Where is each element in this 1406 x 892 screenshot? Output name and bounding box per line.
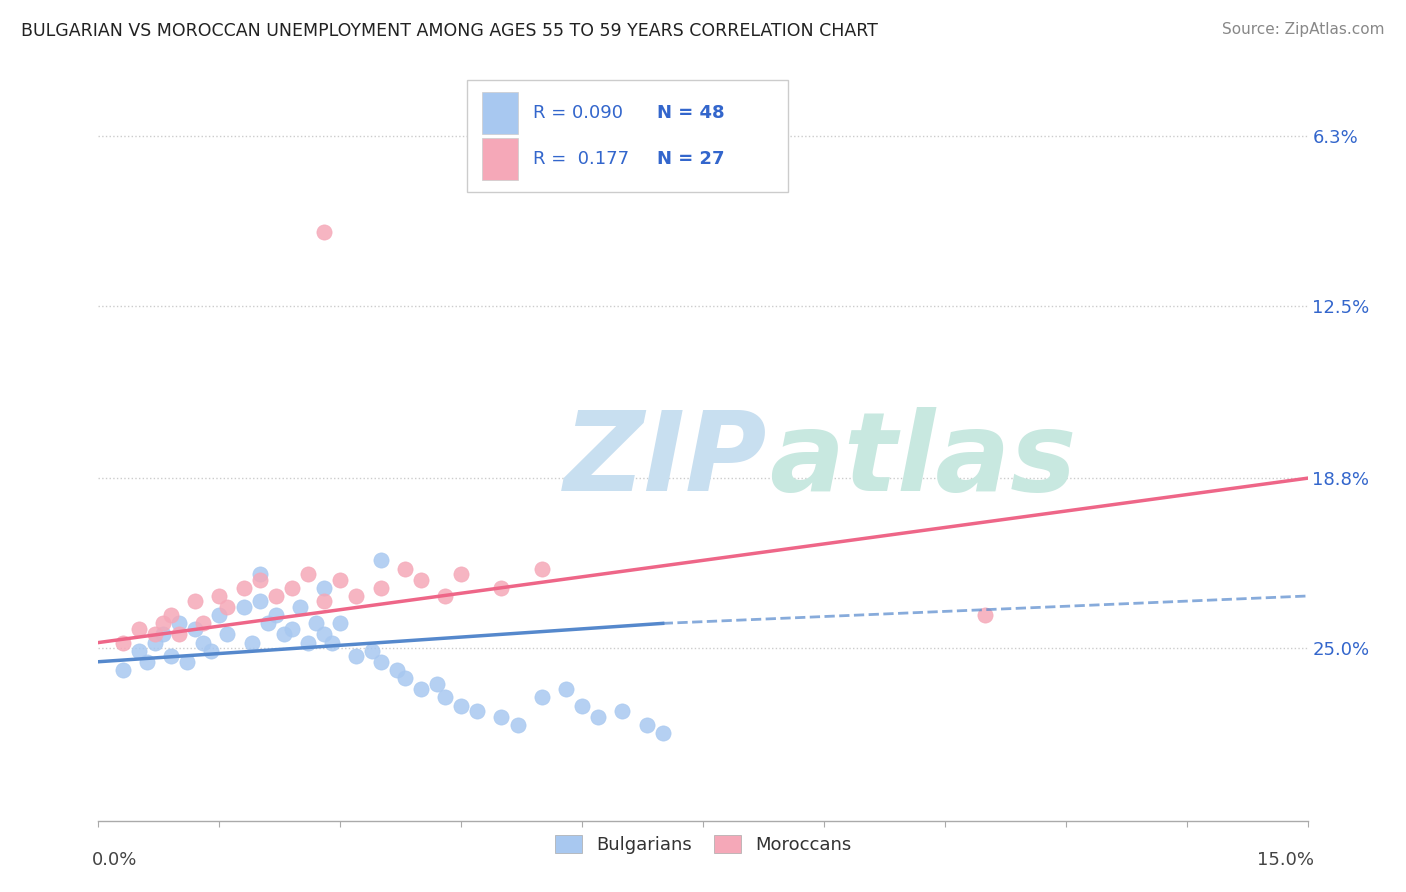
Point xyxy=(232,599,254,614)
Point xyxy=(344,649,367,664)
Point xyxy=(111,663,134,677)
Point xyxy=(297,635,319,649)
Point xyxy=(176,655,198,669)
Legend: Bulgarians, Moroccans: Bulgarians, Moroccans xyxy=(547,828,859,862)
Point xyxy=(450,567,472,582)
Point xyxy=(409,682,432,697)
Point xyxy=(506,717,529,731)
Point xyxy=(232,581,254,595)
Point xyxy=(394,561,416,575)
Point xyxy=(200,644,222,658)
Text: 0.0%: 0.0% xyxy=(93,851,138,870)
Point xyxy=(314,627,336,641)
Bar xyxy=(482,138,517,180)
Point xyxy=(329,616,352,631)
Point xyxy=(314,581,336,595)
Point xyxy=(555,682,578,697)
Point xyxy=(264,589,287,603)
Point xyxy=(184,622,207,636)
Point xyxy=(305,616,328,631)
Point xyxy=(491,709,513,723)
Text: R =  0.177: R = 0.177 xyxy=(533,150,628,168)
Point xyxy=(240,635,263,649)
Point xyxy=(409,573,432,587)
Point xyxy=(530,561,553,575)
Text: 15.0%: 15.0% xyxy=(1257,851,1313,870)
Point xyxy=(288,599,311,614)
Text: ZIP: ZIP xyxy=(564,407,768,514)
Point xyxy=(297,567,319,582)
Point xyxy=(370,581,392,595)
Point xyxy=(370,553,392,567)
Point xyxy=(249,573,271,587)
FancyBboxPatch shape xyxy=(467,80,787,192)
Point xyxy=(434,690,457,705)
Point xyxy=(208,608,231,623)
Point xyxy=(434,589,457,603)
Point xyxy=(465,704,488,718)
Point xyxy=(249,567,271,582)
Point xyxy=(135,655,157,669)
Point xyxy=(128,644,150,658)
Point xyxy=(152,616,174,631)
Point xyxy=(314,594,336,608)
Text: atlas: atlas xyxy=(769,407,1077,514)
Point xyxy=(249,594,271,608)
Point xyxy=(143,627,166,641)
Point xyxy=(167,616,190,631)
Point xyxy=(636,717,658,731)
Point xyxy=(974,608,997,623)
Point xyxy=(314,225,336,239)
Point xyxy=(530,690,553,705)
Point xyxy=(450,698,472,713)
Point xyxy=(586,709,609,723)
Point xyxy=(111,635,134,649)
Point xyxy=(281,622,304,636)
Point xyxy=(193,635,215,649)
Point xyxy=(128,622,150,636)
Point xyxy=(571,698,593,713)
Point xyxy=(612,704,634,718)
Text: N = 27: N = 27 xyxy=(657,150,724,168)
Point xyxy=(361,644,384,658)
Point xyxy=(273,627,295,641)
Point xyxy=(329,573,352,587)
Point xyxy=(385,663,408,677)
Point xyxy=(160,608,183,623)
Bar xyxy=(482,92,517,134)
Point xyxy=(152,627,174,641)
Point xyxy=(193,616,215,631)
Point xyxy=(370,655,392,669)
Point xyxy=(426,676,449,690)
Point xyxy=(321,635,343,649)
Point xyxy=(651,726,673,740)
Point xyxy=(167,627,190,641)
Point xyxy=(256,616,278,631)
Point xyxy=(208,589,231,603)
Point xyxy=(491,581,513,595)
Text: N = 48: N = 48 xyxy=(657,104,724,122)
Text: R = 0.090: R = 0.090 xyxy=(533,104,623,122)
Point xyxy=(394,671,416,685)
Point xyxy=(184,594,207,608)
Text: Source: ZipAtlas.com: Source: ZipAtlas.com xyxy=(1222,22,1385,37)
Point xyxy=(143,635,166,649)
Point xyxy=(217,627,239,641)
Text: BULGARIAN VS MOROCCAN UNEMPLOYMENT AMONG AGES 55 TO 59 YEARS CORRELATION CHART: BULGARIAN VS MOROCCAN UNEMPLOYMENT AMONG… xyxy=(21,22,877,40)
Point xyxy=(344,589,367,603)
Point xyxy=(281,581,304,595)
Point xyxy=(160,649,183,664)
Point xyxy=(264,608,287,623)
Point xyxy=(217,599,239,614)
